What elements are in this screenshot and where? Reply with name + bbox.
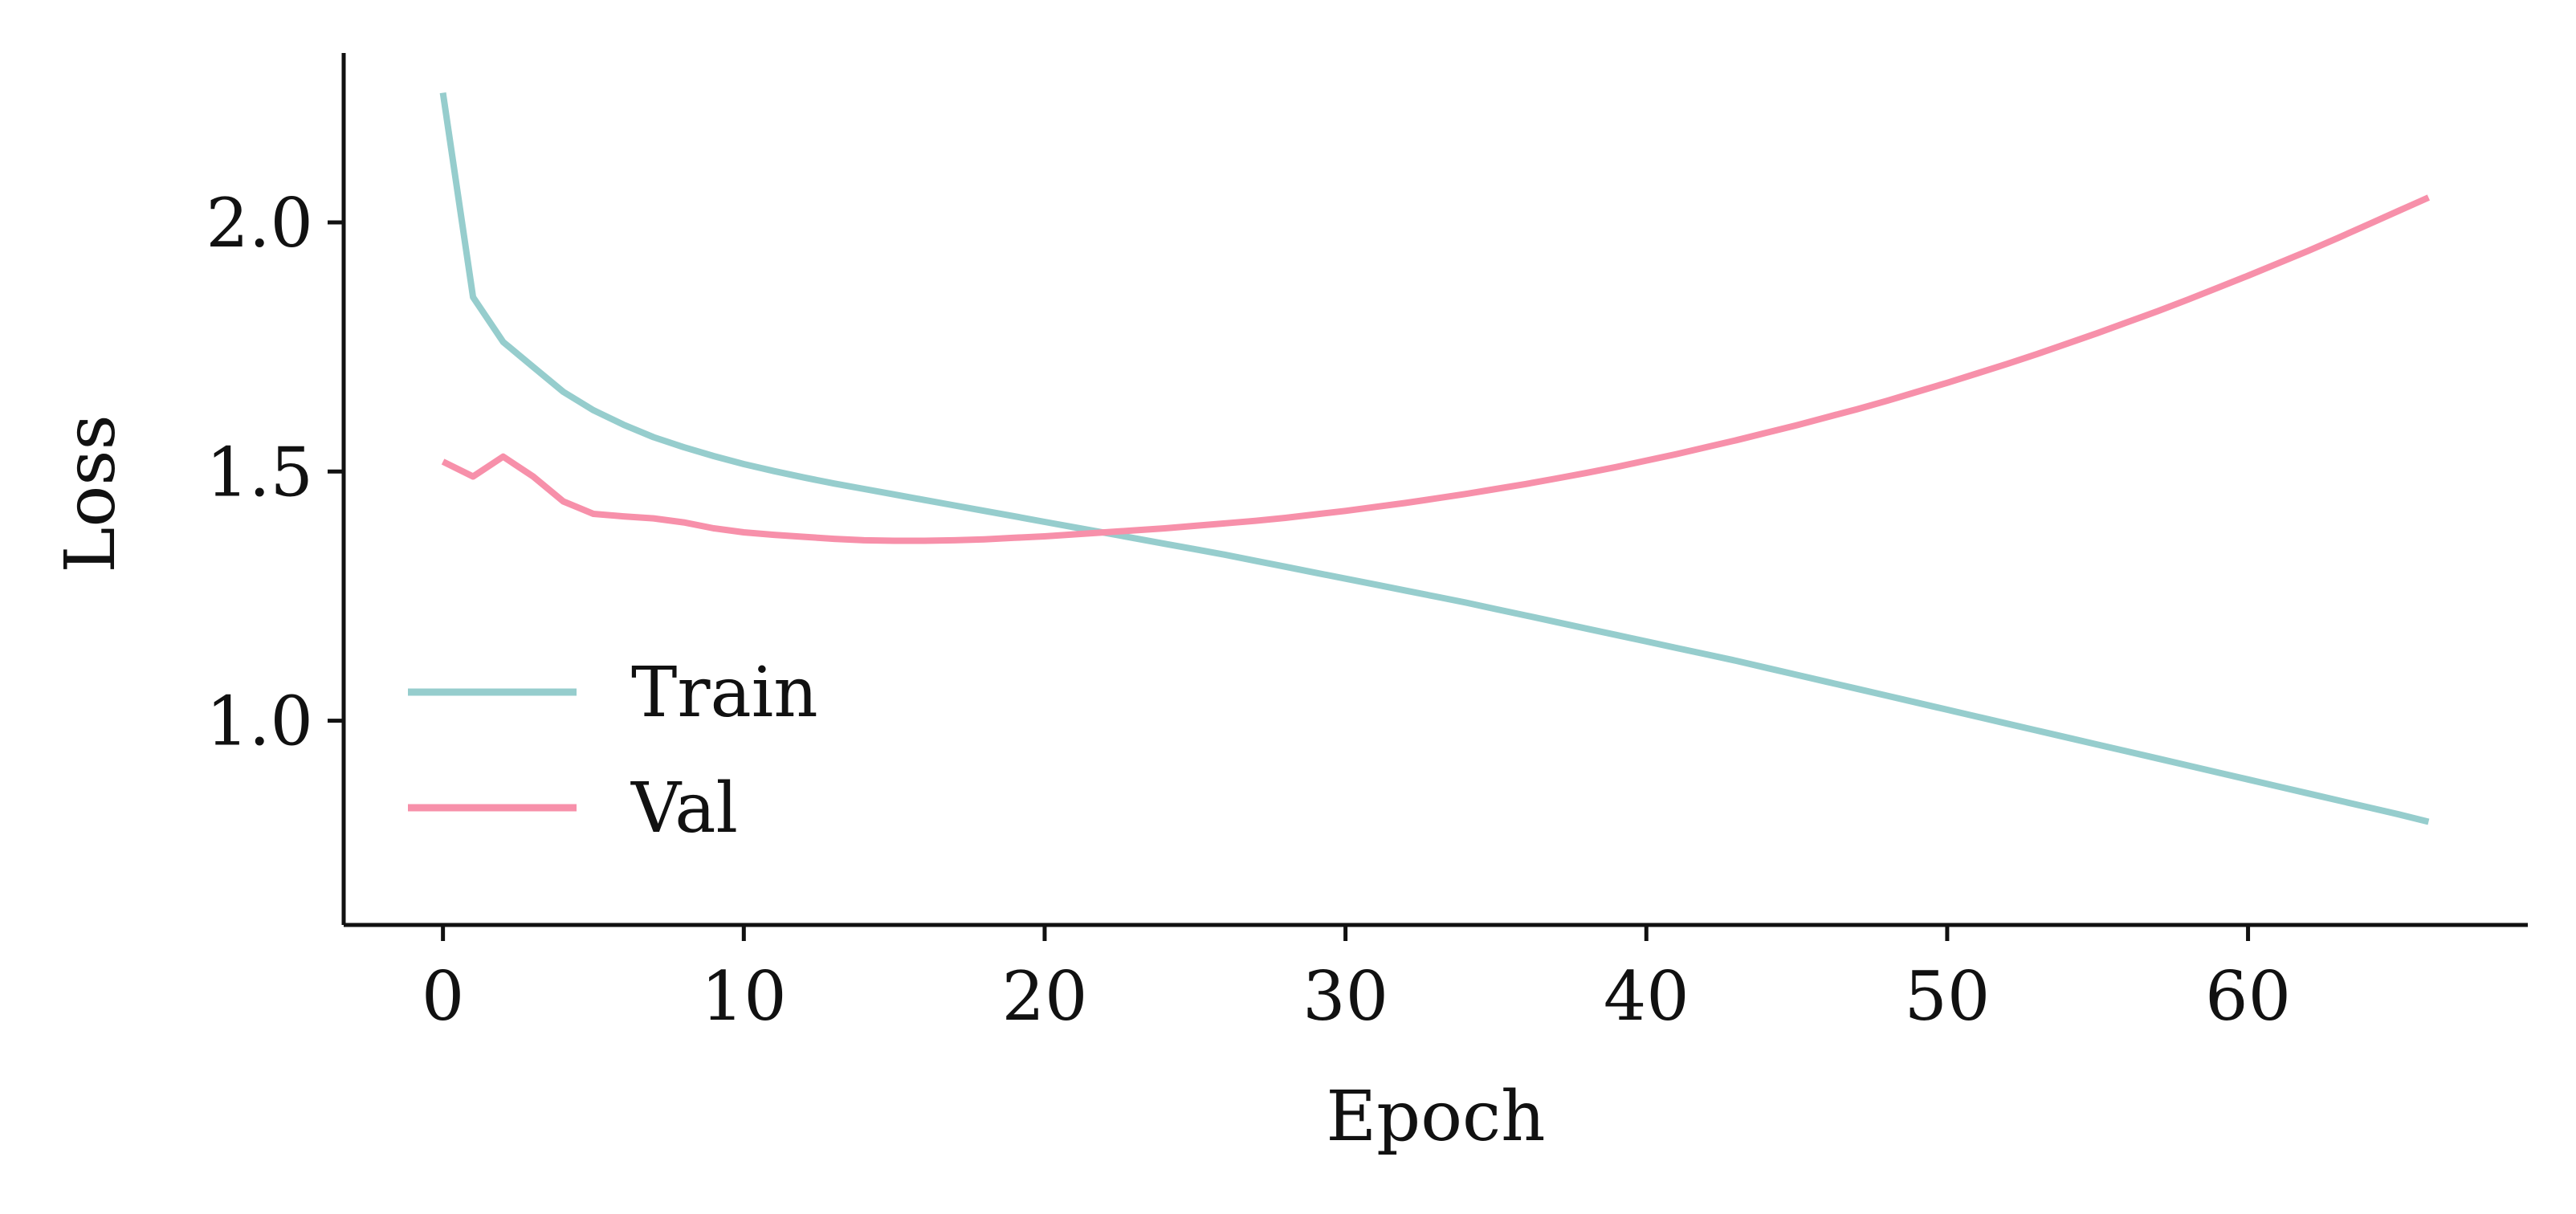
x-tick-label: 10 — [701, 957, 787, 1036]
legend-label-train: Train — [631, 653, 818, 733]
x-tick-label: 50 — [1904, 957, 1990, 1036]
y-tick-label: 1.5 — [206, 433, 313, 511]
y-tick-label: 1.0 — [206, 682, 313, 761]
x-tick-label: 40 — [1604, 957, 1689, 1036]
series-line-train — [439, 92, 2430, 825]
y-axis-ticks: 1.0 1.5 2.0 — [206, 184, 344, 761]
x-axis-ticks: 0 10 20 30 40 50 60 — [422, 925, 2291, 1036]
y-axis-title: Loss — [51, 414, 131, 572]
series-line-val — [441, 194, 2431, 544]
x-axis-title: Epoch — [1326, 1077, 1545, 1157]
y-tick-label: 2.0 — [206, 184, 313, 263]
x-tick-label: 60 — [2205, 957, 2291, 1036]
x-tick-label: 20 — [1002, 957, 1088, 1036]
legend-label-val: Val — [630, 768, 738, 849]
x-tick-label: 0 — [422, 957, 464, 1036]
series-layer — [439, 92, 2431, 825]
x-tick-label: 30 — [1302, 957, 1388, 1036]
legend: Train Val — [408, 653, 818, 849]
